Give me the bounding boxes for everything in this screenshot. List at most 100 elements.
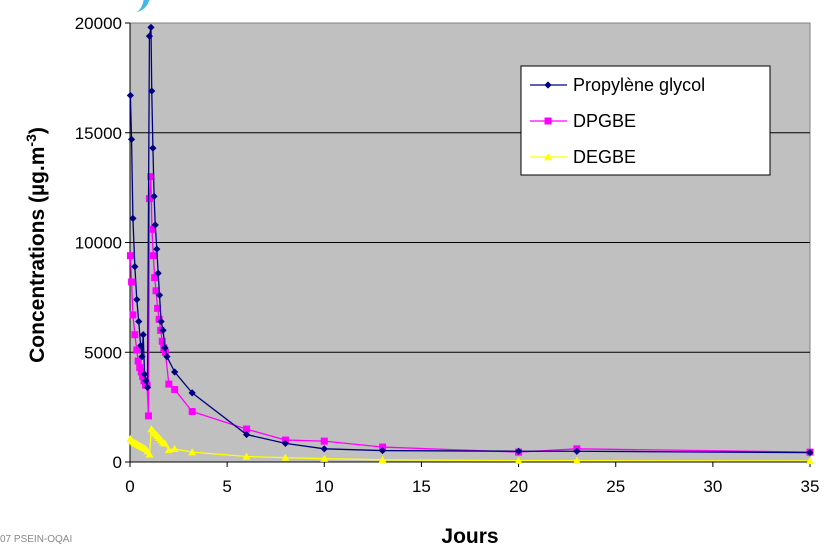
data-point bbox=[152, 287, 160, 295]
data-point bbox=[165, 380, 173, 388]
y-axis-title-main: Concentrations (µg.m bbox=[26, 147, 49, 363]
y-tick-label: 10000 bbox=[75, 234, 122, 253]
y-axis-title-close: ) bbox=[26, 127, 49, 134]
data-point bbox=[806, 448, 814, 457]
data-point bbox=[514, 447, 523, 455]
data-point bbox=[147, 173, 155, 181]
data-point bbox=[143, 383, 152, 391]
data-point bbox=[154, 304, 162, 312]
data-point bbox=[157, 317, 165, 326]
data-point bbox=[149, 144, 157, 152]
x-tick-label: 35 bbox=[801, 477, 820, 496]
data-point bbox=[148, 225, 156, 233]
data-point bbox=[144, 412, 152, 420]
data-point bbox=[136, 364, 144, 372]
y-tick-label: 20000 bbox=[75, 14, 122, 33]
data-point bbox=[163, 353, 171, 361]
data-point bbox=[170, 444, 179, 453]
data-point bbox=[137, 342, 145, 350]
data-point bbox=[320, 437, 328, 445]
data-point bbox=[514, 456, 523, 464]
data-point bbox=[126, 252, 134, 260]
data-point bbox=[153, 245, 161, 253]
y-tick-label: 15000 bbox=[75, 124, 122, 143]
data-point bbox=[148, 87, 156, 95]
data-point bbox=[158, 337, 166, 345]
data-point bbox=[243, 425, 251, 433]
data-point bbox=[281, 453, 290, 461]
data-point bbox=[188, 448, 197, 456]
data-point bbox=[320, 454, 329, 462]
data-point bbox=[188, 389, 196, 397]
footer-credit: 07 PSEIN-OQAI bbox=[0, 534, 73, 545]
data-point bbox=[151, 221, 159, 229]
y-tick-label: 0 bbox=[113, 453, 122, 472]
axes: 0 5000 10000 15000 20000 0 5 10 15 20 25 30 35 bbox=[75, 14, 820, 496]
y-axis-title-exponent: -3 bbox=[23, 134, 39, 147]
data-point bbox=[155, 315, 163, 323]
data-point bbox=[135, 317, 143, 326]
data-point bbox=[573, 447, 581, 455]
data-point bbox=[126, 91, 134, 100]
data-point bbox=[155, 291, 164, 299]
data-point bbox=[160, 439, 169, 447]
data-point bbox=[378, 446, 387, 455]
data-point bbox=[129, 311, 137, 319]
x-tick-label: 5 bbox=[222, 477, 231, 496]
data-point bbox=[320, 445, 328, 453]
series-line bbox=[129, 26, 811, 454]
data-point bbox=[806, 456, 814, 465]
legend-label: DEGBE bbox=[573, 147, 636, 167]
series-layer bbox=[126, 23, 814, 465]
data-point bbox=[149, 252, 157, 260]
data-point bbox=[164, 445, 173, 454]
data-point bbox=[159, 326, 167, 334]
x-tick-label: 0 bbox=[125, 477, 134, 496]
x-tick-label: 10 bbox=[315, 477, 334, 496]
data-point bbox=[161, 344, 169, 352]
legend-marker bbox=[544, 117, 552, 125]
data-point bbox=[131, 331, 139, 339]
data-point bbox=[281, 439, 290, 447]
data-point bbox=[138, 353, 146, 361]
x-tick-label: 20 bbox=[509, 477, 528, 496]
data-point bbox=[242, 430, 251, 439]
data-point bbox=[572, 456, 581, 464]
data-point bbox=[147, 23, 155, 31]
x-tick-label: 30 bbox=[703, 477, 722, 496]
data-point bbox=[154, 269, 162, 277]
data-point bbox=[129, 214, 137, 222]
y-tick-label: 5000 bbox=[84, 343, 122, 362]
legend: Propylène glycol DPGBE DEGBE bbox=[520, 65, 771, 176]
data-point bbox=[378, 455, 387, 464]
legend-label: Propylène glycol bbox=[573, 75, 705, 95]
data-point bbox=[171, 386, 179, 394]
legend-marker bbox=[544, 81, 552, 89]
legend-label: DPGBE bbox=[573, 111, 636, 131]
data-point bbox=[142, 377, 150, 385]
data-point bbox=[242, 452, 251, 460]
data-point bbox=[188, 408, 196, 416]
data-point bbox=[140, 370, 149, 378]
data-point bbox=[145, 195, 153, 203]
x-axis-title: Jours bbox=[441, 525, 498, 547]
series-1 bbox=[126, 23, 814, 457]
data-point bbox=[137, 368, 145, 376]
data-point bbox=[145, 32, 154, 40]
data-point bbox=[133, 295, 141, 304]
y-axis-title: Concentrations (µg.m-3) bbox=[23, 127, 49, 363]
series-3 bbox=[126, 425, 814, 465]
data-point bbox=[145, 450, 154, 458]
data-point bbox=[171, 368, 179, 376]
x-tick-label: 25 bbox=[606, 477, 625, 496]
x-tick-label: 15 bbox=[412, 477, 431, 496]
data-point bbox=[133, 346, 141, 354]
data-point bbox=[139, 372, 147, 380]
data-point bbox=[127, 135, 136, 143]
data-point bbox=[131, 263, 139, 271]
data-point bbox=[128, 278, 136, 286]
data-point bbox=[151, 274, 159, 282]
legend-marker bbox=[544, 153, 552, 161]
data-point bbox=[150, 192, 158, 201]
